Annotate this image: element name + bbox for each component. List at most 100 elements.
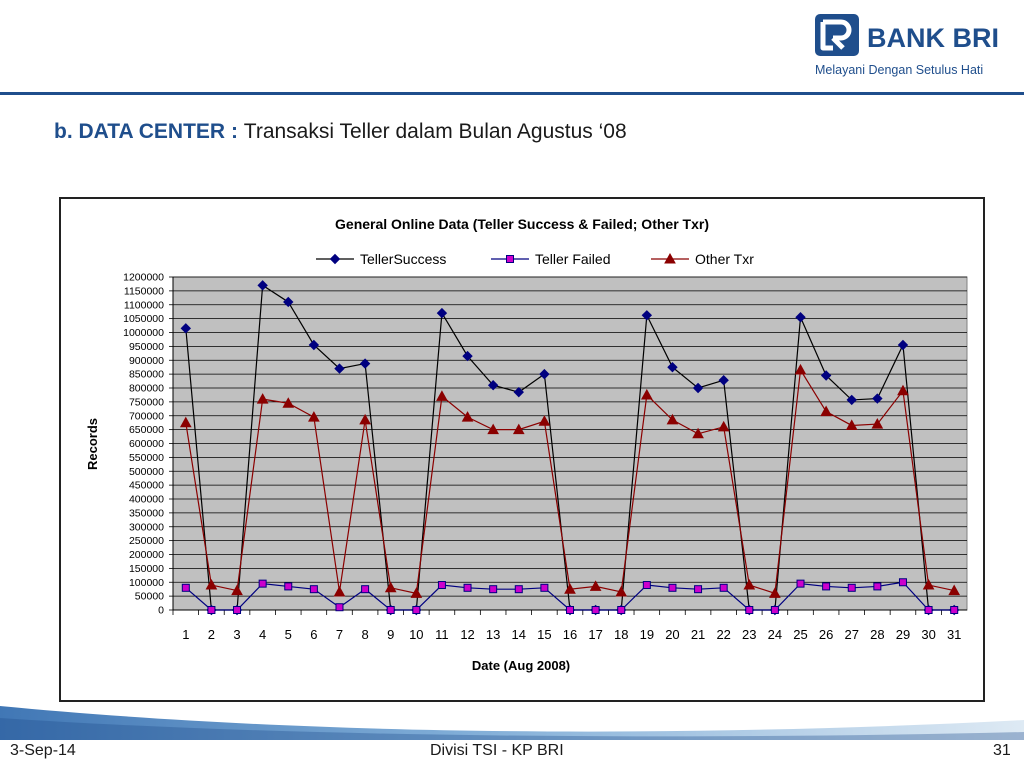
data-point-other-txr <box>666 413 679 425</box>
data-point-tellersuccess <box>257 280 268 291</box>
data-point-teller-failed <box>745 606 754 614</box>
y-tick-label: 350000 <box>129 507 164 519</box>
legend-label-tellersuccess: TellerSuccess <box>360 251 446 267</box>
data-point-other-txr <box>436 390 448 401</box>
x-tick-label: 5 <box>285 627 292 642</box>
data-point-other-txr <box>487 423 500 435</box>
data-point-tellersuccess <box>283 296 294 308</box>
data-point-teller-failed <box>335 603 344 612</box>
y-tick-label: 950000 <box>129 341 164 353</box>
data-point-other-txr <box>461 411 474 422</box>
data-point-teller-failed <box>770 606 779 614</box>
data-point-other-txr <box>692 427 704 439</box>
y-tick-label: 400000 <box>129 494 164 506</box>
data-point-other-txr <box>820 405 832 417</box>
data-point-tellersuccess <box>308 339 320 351</box>
data-point-tellersuccess <box>897 339 909 351</box>
x-tick-label: 29 <box>896 627 910 642</box>
data-point-teller-failed <box>437 581 446 590</box>
y-tick-label: 800000 <box>129 383 164 395</box>
data-point-teller-failed <box>181 583 190 592</box>
data-point-teller-failed <box>284 582 293 591</box>
x-tick-label: 21 <box>691 627 705 642</box>
data-point-tellersuccess <box>359 358 371 369</box>
data-point-teller-failed <box>258 579 267 588</box>
x-tick-label: 1 <box>182 627 189 642</box>
slide-title-strong: b. DATA CENTER <box>54 120 226 143</box>
y-tick-label: 200000 <box>129 549 164 561</box>
data-point-teller-failed <box>924 606 933 614</box>
logo-name: BANK BRI <box>867 23 999 53</box>
x-axis-label: Date (Aug 2008) <box>472 658 570 673</box>
data-point-teller-failed <box>591 606 600 614</box>
data-point-other-txr <box>717 420 730 432</box>
data-point-teller-failed <box>489 585 498 594</box>
data-point-teller-failed <box>233 606 242 614</box>
data-point-other-txr <box>564 583 576 594</box>
data-point-teller-failed <box>822 582 831 591</box>
data-point-other-txr <box>205 578 218 590</box>
data-point-tellersuccess <box>436 307 448 319</box>
data-point-tellersuccess <box>539 368 550 380</box>
data-point-other-txr <box>640 388 653 400</box>
x-tick-label: 12 <box>460 627 474 642</box>
logo-graphic: BANK BRI Melayani Dengan Setulus Hati <box>815 14 999 77</box>
data-point-teller-failed <box>898 578 907 587</box>
logo-tagline: Melayani Dengan Setulus Hati <box>815 63 983 77</box>
x-tick-label: 15 <box>537 627 551 642</box>
plot-area: 0500001000001500002000002500003000003500… <box>123 272 968 642</box>
line-chart: General Online Data (Teller Success & Fa… <box>85 216 968 673</box>
y-tick-label: 550000 <box>129 452 164 464</box>
legend-marker-other-txr <box>664 252 676 264</box>
data-point-teller-failed <box>386 606 395 614</box>
x-tick-label: 13 <box>486 627 500 642</box>
slide-title: b. DATA CENTER : Transaksi Teller dalam … <box>54 120 627 144</box>
x-tick-label: 27 <box>845 627 859 642</box>
y-tick-label: 700000 <box>129 410 164 422</box>
data-point-other-txr <box>589 580 602 591</box>
data-point-tellersuccess <box>462 350 473 362</box>
y-tick-label: 900000 <box>129 355 164 367</box>
y-tick-label: 1050000 <box>123 313 164 325</box>
data-point-other-txr <box>282 397 295 408</box>
data-point-teller-failed <box>540 583 549 592</box>
data-point-teller-failed <box>796 579 805 588</box>
slide-title-colon: : <box>225 120 244 143</box>
data-point-other-txr <box>948 584 961 596</box>
data-point-tellersuccess <box>334 363 345 374</box>
x-tick-label: 2 <box>208 627 215 642</box>
data-point-other-txr <box>333 585 346 597</box>
bank-logo: BANK BRI Melayani Dengan Setulus Hati <box>795 2 1022 82</box>
data-point-tellersuccess <box>513 386 524 398</box>
data-point-other-txr <box>794 363 807 375</box>
data-point-tellersuccess <box>795 312 806 323</box>
data-point-teller-failed <box>950 606 959 614</box>
data-point-other-txr <box>922 578 935 590</box>
data-point-other-txr <box>897 384 909 396</box>
x-tick-label: 20 <box>665 627 679 642</box>
y-tick-label: 850000 <box>129 369 164 381</box>
data-point-tellersuccess <box>180 323 192 334</box>
data-point-teller-failed <box>309 585 318 594</box>
y-tick-label: 600000 <box>129 438 164 450</box>
data-point-tellersuccess <box>872 393 883 404</box>
legend-label-teller-failed: Teller Failed <box>535 251 610 267</box>
data-point-tellersuccess <box>820 370 832 381</box>
data-point-tellersuccess <box>846 394 857 406</box>
x-tick-label: 10 <box>409 627 423 642</box>
footer-wave-decoration <box>0 706 1024 740</box>
x-tick-label: 26 <box>819 627 833 642</box>
x-tick-label: 4 <box>259 627 266 642</box>
data-point-other-txr <box>256 393 269 404</box>
data-point-other-txr <box>231 584 243 596</box>
y-axis-label: Records <box>85 418 100 470</box>
y-tick-label: 0 <box>158 605 164 617</box>
x-tick-label: 18 <box>614 627 628 642</box>
footer-date: 3-Sep-14 <box>10 742 76 759</box>
data-point-other-txr <box>359 413 371 425</box>
data-point-teller-failed <box>668 583 677 592</box>
y-tick-label: 1000000 <box>123 327 164 339</box>
slide-title-rest: Transaksi Teller dalam Bulan Agustus ‘08 <box>243 120 627 143</box>
data-point-other-txr <box>845 419 858 430</box>
x-tick-label: 6 <box>310 627 317 642</box>
